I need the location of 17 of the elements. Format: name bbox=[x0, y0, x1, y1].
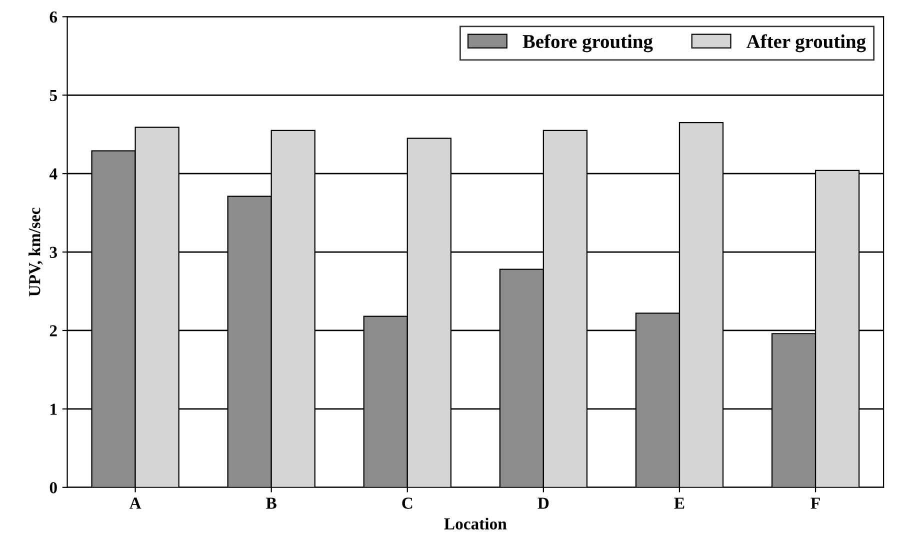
y-tick-label: 2 bbox=[50, 325, 57, 336]
y-tick-label: 6 bbox=[50, 11, 58, 23]
y-tick-label: 0 bbox=[50, 482, 57, 494]
x-tick-label: A bbox=[129, 498, 142, 509]
x-tick-label: E bbox=[674, 498, 684, 509]
y-axis-title: UPV, km/sec bbox=[28, 208, 43, 296]
x-tick-label: B bbox=[266, 498, 276, 509]
y-tick-label: 1 bbox=[50, 404, 57, 415]
legend-label: After grouting bbox=[746, 34, 866, 52]
y-tick-label: 5 bbox=[50, 90, 57, 102]
y-tick-label: 3 bbox=[50, 246, 57, 258]
x-tick-label: C bbox=[402, 498, 412, 509]
x-tick-label: F bbox=[810, 498, 820, 509]
x-tick-label: D bbox=[538, 498, 549, 509]
x-axis-title: Location bbox=[444, 518, 507, 530]
y-tick-label: 4 bbox=[49, 168, 58, 180]
legend-label: Before grouting bbox=[522, 34, 653, 52]
